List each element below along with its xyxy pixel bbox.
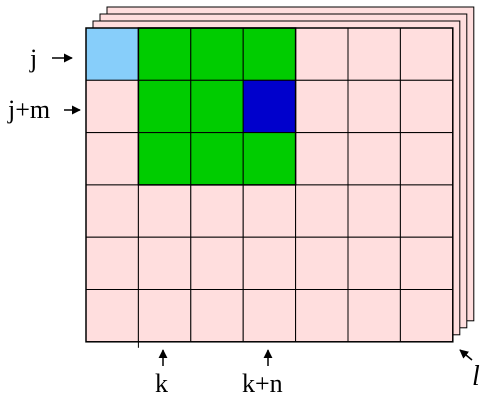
- grid-cell: [190, 184, 244, 238]
- grid-cell: [242, 27, 297, 81]
- grid-cell: [190, 289, 244, 343]
- grid-cell: [242, 184, 297, 238]
- grid-cell: [242, 236, 297, 290]
- grid-cell: [190, 236, 244, 290]
- grid-cell: [347, 289, 401, 343]
- grid-cell: [295, 132, 349, 186]
- grid-cell: [399, 79, 454, 134]
- grid-cell: [137, 132, 192, 186]
- row-label-j: j: [29, 44, 37, 73]
- grid-cell: [85, 27, 139, 81]
- grid-cell: [347, 184, 401, 238]
- grid-cell: [137, 184, 192, 238]
- grid-cell: [190, 27, 244, 81]
- grid-cell: [347, 79, 401, 134]
- grid-cell: [347, 27, 401, 81]
- col-label-k-plus-n: k+n: [242, 369, 283, 398]
- grid-cell: [295, 79, 349, 134]
- grid-cell: [399, 184, 454, 238]
- col-label-k: k: [155, 369, 168, 398]
- grid-cell: [399, 289, 454, 343]
- grid-cell: [399, 132, 454, 186]
- layer-label-l: l: [472, 361, 480, 392]
- grid-cell: [85, 236, 139, 290]
- window-border: [137, 27, 297, 186]
- grid-cell: [137, 289, 192, 343]
- front-grid: [85, 27, 454, 348]
- grid-cell: [295, 236, 349, 290]
- grid-cell: [242, 132, 297, 186]
- grid-cell: [85, 289, 139, 343]
- grid-cell: [190, 132, 244, 186]
- grid-cell: [295, 289, 349, 343]
- grid-cell: [242, 79, 297, 134]
- grid-cell: [85, 79, 139, 134]
- layer-arrow-l: [459, 349, 473, 361]
- grid-cell: [295, 184, 349, 238]
- grid-cell: [399, 27, 454, 81]
- grid-cell: [242, 289, 297, 343]
- grid-cell: [347, 236, 401, 290]
- grid-cell: [347, 132, 401, 186]
- grid-cell: [137, 27, 192, 81]
- grid-cell: [137, 79, 192, 134]
- row-label-j-plus-m: j+m: [7, 95, 50, 124]
- grid-cell: [137, 236, 192, 290]
- grid-cell: [399, 236, 454, 290]
- grid-cell: [85, 184, 139, 238]
- grid-cell: [190, 79, 244, 134]
- grid-cell: [295, 27, 349, 81]
- grid-cell: [85, 132, 139, 186]
